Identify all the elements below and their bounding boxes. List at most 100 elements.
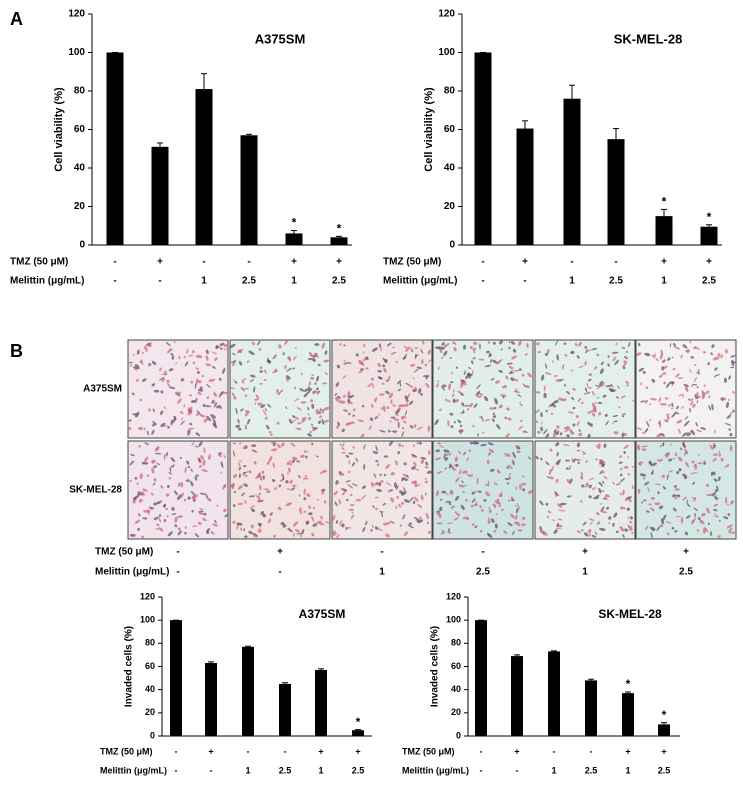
cell: [198, 521, 202, 526]
cell: [147, 343, 152, 347]
cell: [371, 347, 378, 352]
cell: [454, 495, 460, 501]
cell: [144, 442, 150, 446]
cell: [277, 506, 282, 511]
y-tick-label: 120: [68, 9, 85, 20]
cell: [388, 440, 394, 447]
cell: [566, 478, 571, 485]
cell: [640, 382, 642, 386]
cell: [164, 371, 167, 376]
cell: [358, 498, 361, 502]
cell: [513, 391, 520, 393]
cell: [311, 442, 314, 446]
cell: [203, 447, 206, 454]
cell: [222, 367, 226, 375]
cell: [288, 467, 291, 473]
cell: [599, 490, 605, 492]
cell: [510, 513, 515, 519]
cell: [539, 500, 544, 506]
cell: [259, 484, 262, 491]
bar: [106, 52, 124, 245]
cell: [732, 531, 735, 534]
cell: [253, 461, 257, 465]
cell: [545, 461, 550, 466]
cell: [293, 416, 299, 420]
cell: [300, 373, 303, 375]
cell: [338, 520, 343, 525]
significance-marker: *: [707, 210, 712, 224]
cell: [223, 508, 227, 512]
cell: [254, 402, 257, 405]
cell: [469, 441, 473, 445]
cell: [420, 457, 427, 460]
cell: [535, 391, 541, 394]
cell: [580, 499, 583, 503]
cell: [213, 392, 217, 397]
cell: [390, 351, 397, 355]
cell: [646, 510, 650, 513]
cell: [220, 461, 224, 468]
cell: [713, 503, 718, 507]
cell: [662, 359, 666, 363]
cell: [549, 468, 552, 476]
cell: [540, 374, 545, 381]
treatment-value: +: [522, 257, 528, 268]
cell: [165, 508, 169, 510]
cell: [628, 527, 633, 531]
cell: [514, 445, 520, 448]
cell: [657, 459, 662, 462]
cell: [476, 384, 481, 390]
cell: [305, 520, 310, 525]
cell: [486, 459, 490, 465]
cell: [596, 512, 600, 516]
cell: [265, 424, 270, 430]
cell: [730, 499, 734, 505]
cell: [170, 352, 174, 356]
bar: [195, 89, 213, 245]
cell: [238, 461, 241, 469]
cell: [294, 386, 297, 390]
cell: [382, 522, 388, 526]
cell: [584, 392, 587, 395]
y-tick-label: 40: [74, 163, 86, 174]
cell: [625, 350, 629, 354]
cell: [670, 407, 674, 410]
cell: [506, 362, 513, 365]
cell: [166, 382, 171, 388]
cell: [450, 371, 454, 375]
cell: [425, 461, 429, 466]
significance-marker: *: [662, 708, 667, 722]
cell: [243, 483, 249, 487]
cell: [285, 376, 289, 382]
cell: [295, 529, 300, 533]
treatment-value: 1: [661, 276, 667, 287]
cell: [728, 428, 731, 431]
cell: [441, 356, 444, 360]
cell: [472, 424, 475, 428]
cell: [304, 388, 309, 392]
cell: [678, 428, 681, 434]
cell: [138, 445, 141, 448]
cell: [557, 518, 563, 521]
cell: [335, 533, 340, 540]
cell: [624, 498, 628, 502]
cell: [237, 418, 240, 424]
cell: [597, 401, 603, 404]
cell: [191, 510, 194, 513]
significance-marker: *: [356, 715, 361, 729]
cell: [730, 355, 736, 358]
cell: [347, 484, 354, 489]
treatment-label: Melittin (μg/mL): [10, 276, 84, 287]
cell: [449, 357, 453, 359]
cell: [300, 401, 307, 404]
cell: [580, 476, 584, 480]
cell: [661, 372, 667, 375]
cell: [646, 420, 650, 428]
y-tick-label: 120: [140, 591, 155, 601]
cell: [195, 432, 201, 437]
cell: [437, 366, 440, 371]
cell: [598, 481, 603, 487]
cell: [622, 534, 625, 538]
cell: [565, 467, 569, 470]
cell: [224, 514, 228, 518]
